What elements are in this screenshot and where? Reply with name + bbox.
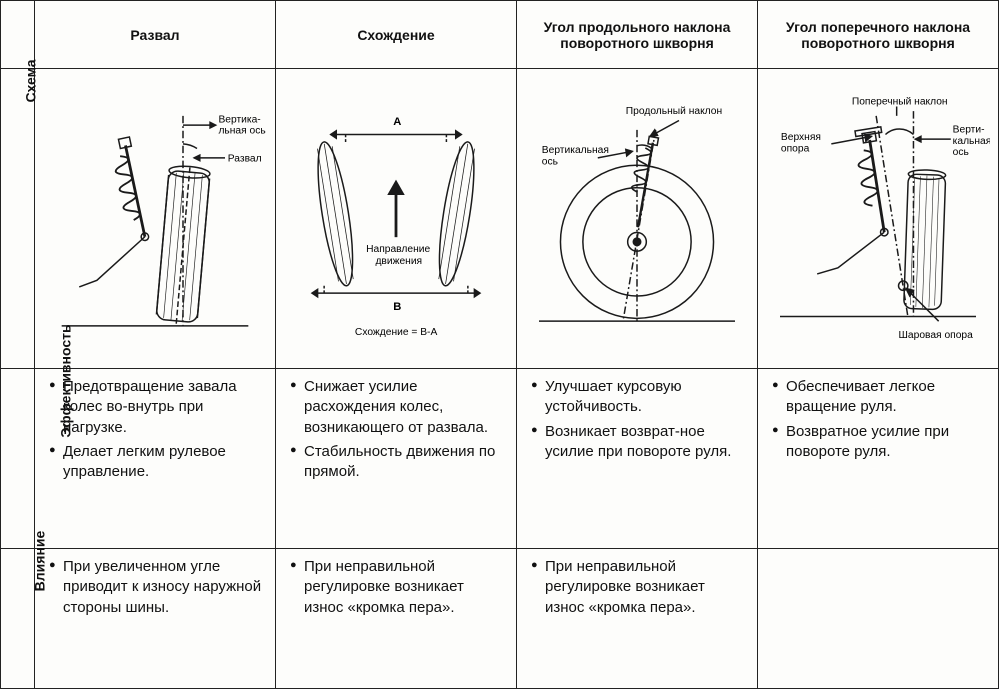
svg-text:Вертика-: Вертика- (218, 114, 260, 125)
svg-text:льная ось: льная ось (218, 126, 265, 137)
svg-text:Верхняя: Верхняя (781, 132, 821, 143)
list-item: При неправильной регулировке возникает и… (290, 557, 504, 618)
svg-text:ось: ось (953, 147, 969, 158)
svg-text:кальная: кальная (953, 136, 990, 147)
diagram-row: Схема (1, 69, 999, 369)
rowlabel-effect: Эффективность (1, 369, 35, 549)
list-item: Возвратное усилие при повороте руля. (772, 422, 986, 463)
effect-toe-list: Снижает усилие расхождения колес, возник… (284, 373, 508, 490)
impact-camber-list: При увеличенном угле приводит к износу н… (43, 553, 267, 626)
list-item: При увеличенном угле приводит к износу н… (49, 557, 263, 618)
svg-text:Поперечный наклон: Поперечный наклон (852, 97, 948, 108)
header-row: Развал Схождение Угол продольного наклон… (1, 1, 999, 69)
svg-text:Продольный наклон: Продольный наклон (626, 106, 722, 117)
svg-text:движения: движения (375, 256, 422, 267)
rowlabel-impact: Влияние (1, 549, 35, 689)
corner-cell (1, 1, 35, 69)
list-item: Улучшает курсовую устойчивость. (531, 377, 745, 418)
svg-text:Шаровая опора: Шаровая опора (899, 330, 974, 341)
diagram-caster: Продольный наклон Вертикальная ось (517, 69, 758, 369)
svg-text:Развал: Развал (228, 154, 262, 165)
list-item: Делает легким рулевое управление. (49, 442, 263, 483)
svg-text:опора: опора (781, 143, 810, 154)
list-item: Обеспечивает легкое вращение руля. (772, 377, 986, 418)
impact-toe: При неправильной регулировке возникает и… (276, 549, 517, 689)
svg-text:A: A (393, 116, 401, 128)
col-header-camber: Развал (35, 1, 276, 69)
list-item: При неправильной регулировке возникает и… (531, 557, 745, 618)
effect-kpi: Обеспечивает легкое вращение руля.Возвра… (758, 369, 999, 549)
svg-text:Вертикальная: Вертикальная (542, 145, 609, 156)
impact-camber: При увеличенном угле приводит к износу н… (35, 549, 276, 689)
col-header-caster: Угол продольного наклона поворотного шкв… (517, 1, 758, 69)
rowlabel-diagram: Схема (1, 69, 35, 369)
effect-kpi-list: Обеспечивает легкое вращение руля.Возвра… (766, 373, 990, 470)
svg-text:B: B (393, 301, 401, 313)
diagram-toe: A B Направление движения Схождение = В-А (276, 69, 517, 369)
impact-toe-list: При неправильной регулировке возникает и… (284, 553, 508, 626)
effect-row: Эффективность Предотвращение завала коле… (1, 369, 999, 549)
effect-toe: Снижает усилие расхождения колес, возник… (276, 369, 517, 549)
effect-caster: Улучшает курсовую устойчивость.Возникает… (517, 369, 758, 549)
svg-text:ось: ось (542, 156, 558, 167)
col-header-kpi: Угол поперечного наклона поворотного шкв… (758, 1, 999, 69)
effect-camber-list: Предотвращение завала колес во-внутрь пр… (43, 373, 267, 490)
diagram-kpi: Поперечный наклон Верхняя опора Верти- к… (758, 69, 999, 369)
impact-row: Влияние При увеличенном угле приводит к … (1, 549, 999, 689)
impact-kpi (758, 549, 999, 689)
list-item: Стабильность движения по прямой. (290, 442, 504, 483)
impact-caster: При неправильной регулировке возникает и… (517, 549, 758, 689)
svg-text:Верти-: Верти- (953, 125, 985, 136)
svg-text:Схождение = В-А: Схождение = В-А (355, 327, 438, 338)
impact-caster-list: При неправильной регулировке возникает и… (525, 553, 749, 626)
list-item: Снижает усилие расхождения колес, возник… (290, 377, 504, 438)
list-item: Предотвращение завала колес во-внутрь пр… (49, 377, 263, 438)
effect-camber: Предотвращение завала колес во-внутрь пр… (35, 369, 276, 549)
svg-text:Направление: Направление (366, 244, 430, 255)
list-item: Возникает возврат-ное усилие при поворот… (531, 422, 745, 463)
effect-caster-list: Улучшает курсовую устойчивость.Возникает… (525, 373, 749, 470)
alignment-table: Развал Схождение Угол продольного наклон… (0, 0, 999, 689)
col-header-toe: Схождение (276, 1, 517, 69)
impact-kpi-list (766, 553, 990, 561)
